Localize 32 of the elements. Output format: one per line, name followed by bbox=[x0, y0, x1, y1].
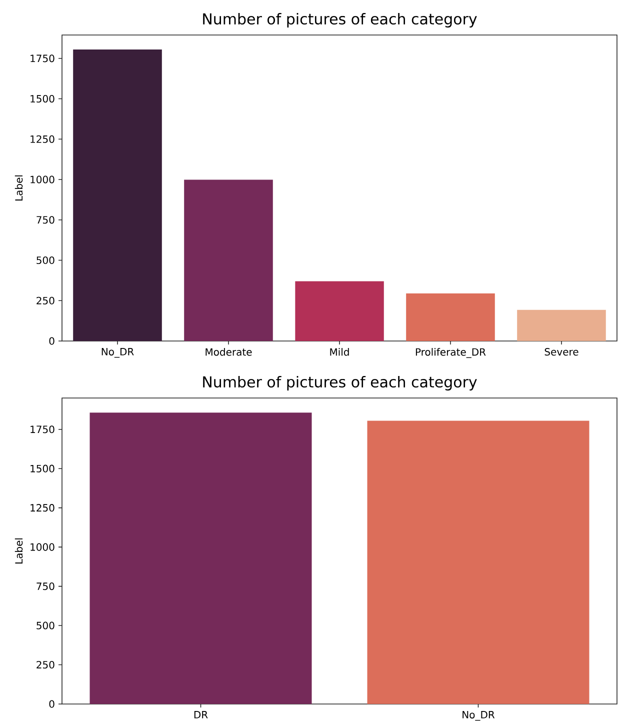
x-tick-label: DR bbox=[194, 711, 208, 718]
y-tick-label: 1250 bbox=[30, 135, 54, 143]
y-tick-label: 1750 bbox=[30, 426, 54, 434]
x-tick-label: Proliferate_DR bbox=[416, 348, 486, 358]
bar bbox=[406, 293, 495, 341]
x-tick-label: Moderate bbox=[206, 348, 252, 356]
bar bbox=[184, 180, 273, 341]
x-tick-label: Mild bbox=[330, 348, 349, 356]
y-tick-label: 750 bbox=[36, 216, 54, 224]
x-tick-label: No_DR bbox=[462, 711, 495, 721]
chart-title: Number of pictures of each category bbox=[203, 12, 477, 28]
y-tick-label: 0 bbox=[49, 700, 54, 708]
y-tick-label: 1750 bbox=[30, 54, 54, 62]
x-tick-label: Severe bbox=[544, 348, 578, 356]
y-tick-label: 500 bbox=[36, 622, 54, 630]
x-tick-label: No_DR bbox=[102, 348, 134, 358]
y-tick-label: 500 bbox=[36, 256, 54, 264]
y-tick-label: 250 bbox=[36, 296, 54, 304]
chart-title: Number of pictures of each category bbox=[203, 376, 477, 390]
y-tick-label: 750 bbox=[36, 582, 54, 590]
bar bbox=[73, 50, 162, 341]
y-tick-label: 250 bbox=[36, 660, 54, 669]
y-tick-label: 1500 bbox=[30, 94, 54, 103]
y-tick-label: 1000 bbox=[30, 176, 54, 184]
y-axis-title: Label bbox=[14, 538, 23, 564]
y-tick-label: 1250 bbox=[30, 504, 54, 512]
y-tick-label: 1500 bbox=[30, 464, 54, 472]
y-tick-label: 0 bbox=[49, 337, 54, 345]
bar bbox=[517, 310, 606, 341]
y-tick-label: 1000 bbox=[30, 543, 54, 551]
y-axis-title: Label bbox=[14, 175, 23, 200]
bar bbox=[295, 281, 384, 341]
